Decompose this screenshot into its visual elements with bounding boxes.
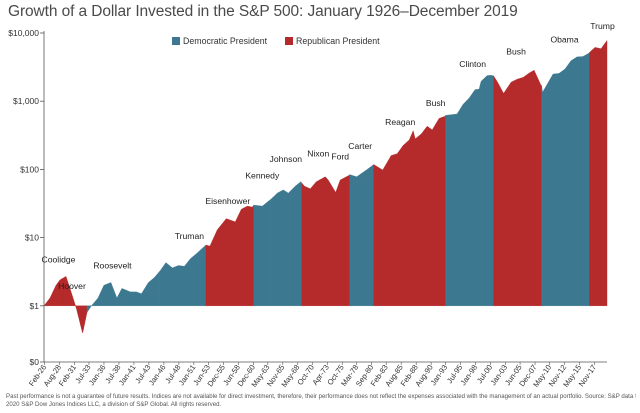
president-label-trump: Trump: [590, 21, 615, 31]
party-area-group: [43, 39, 608, 334]
area-obama-2009: [541, 51, 590, 306]
president-label-bush: Bush: [426, 98, 446, 108]
president-label-hoover: Hoover: [58, 281, 86, 291]
president-label-nixon: Nixon: [307, 148, 329, 158]
president-label-clinton: Clinton: [459, 59, 486, 69]
president-label-obama: Obama: [550, 34, 578, 44]
president-label-group: Coolidge Hoover Roosevelt Truman Eisenhower K…: [42, 21, 615, 291]
axes-group: $0$1$10$100$1,000$10,000Feb-26Aug-28Feb-…: [8, 28, 607, 389]
y-tick-label: $1: [30, 301, 40, 311]
y-tick-label: $1,000: [13, 96, 39, 106]
y-tick-label: $100: [20, 164, 39, 174]
area-johnson-1963: [270, 181, 302, 306]
president-label-johnson: Johnson: [270, 154, 303, 164]
y-tick-label: $10: [25, 233, 39, 243]
president-label-carter: Carter: [348, 141, 372, 151]
legend-label-republican: Republican President: [296, 36, 380, 46]
area-reagan-1981: [373, 130, 422, 306]
area-nixon-1969: [301, 176, 336, 306]
area-kennedy-1961: [253, 198, 271, 306]
president-label-roosevelt: Roosevelt: [93, 261, 132, 271]
area-bush-1989: [421, 114, 446, 306]
president-label-kennedy: Kennedy: [245, 170, 280, 180]
area-clinton-1993: [445, 75, 494, 306]
legend: Democratic President Republican President: [172, 36, 380, 46]
y-tick-label: $0: [30, 357, 40, 367]
president-label-coolidge: Coolidge: [42, 255, 76, 265]
president-label-truman: Truman: [175, 231, 205, 241]
area-trump-2017: [589, 39, 608, 306]
president-label-ford: Ford: [331, 151, 349, 161]
area-roosevelt-1933: [86, 271, 160, 314]
area-carter-1977: [349, 164, 374, 306]
president-label-bush: Bush: [506, 47, 526, 57]
president-label-eisenhower: Eisenhower: [205, 196, 250, 206]
area-truman-1945: [159, 244, 207, 306]
chart-title: Growth of a Dollar Invested in the S&P 5…: [8, 3, 518, 20]
footnote-copyright: 2020 S&P Dow Jones Indices LLC, a divisi…: [6, 401, 222, 408]
president-label-reagan: Reagan: [385, 117, 415, 127]
footnote-disclaimer: Past performance is not a guarantee of f…: [6, 393, 636, 400]
y-tick-label: $10,000: [8, 28, 39, 38]
legend-label-democratic: Democratic President: [183, 36, 268, 46]
area-bush-2001: [493, 69, 542, 306]
legend-swatch-democratic: [172, 37, 180, 45]
legend-swatch-republican: [285, 37, 293, 45]
area-ford-1974: [335, 173, 350, 306]
area-eisenhower-1953: [205, 204, 254, 306]
